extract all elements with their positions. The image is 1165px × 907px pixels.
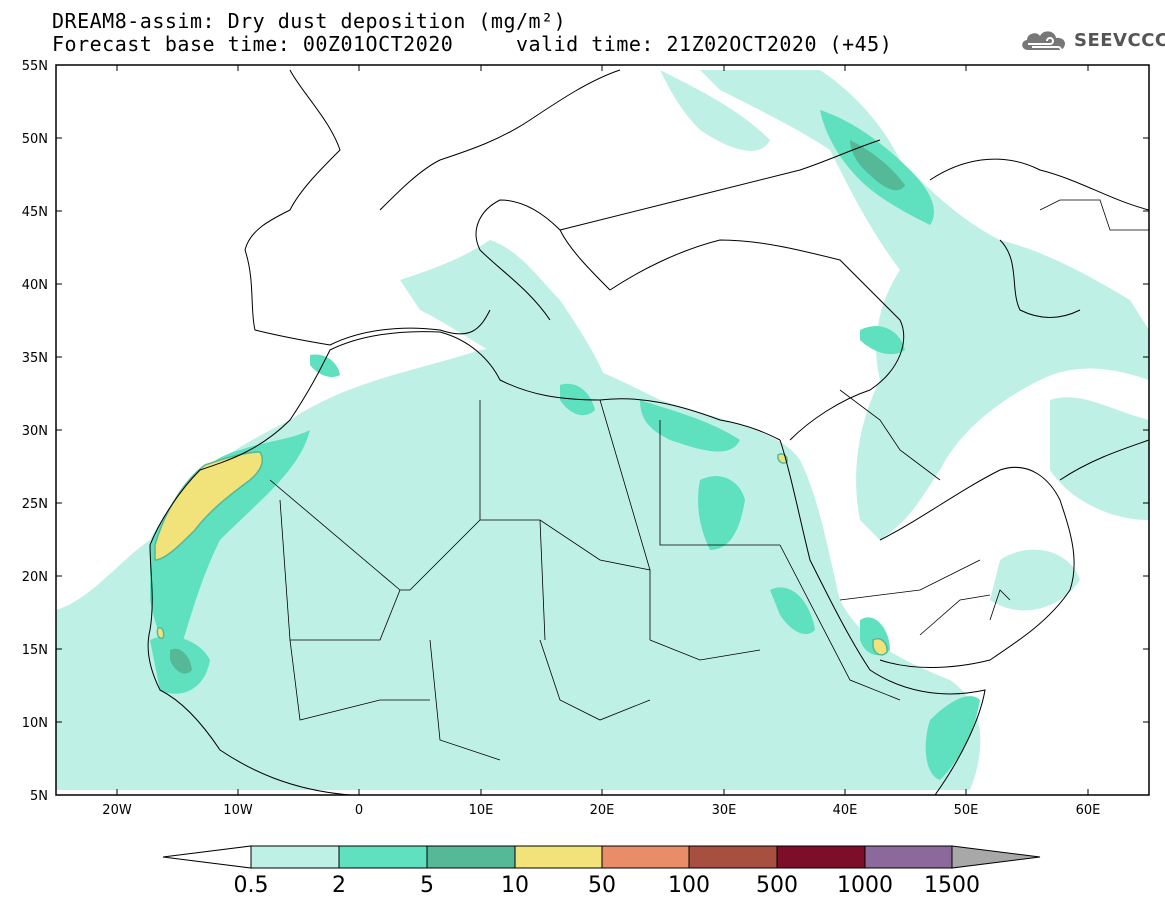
lon-tick-label: 50E — [954, 803, 979, 818]
lat-tick-label: 50N — [22, 132, 48, 147]
lat-tick-label: 5N — [30, 789, 48, 804]
seevccc-logo: SEEVCCC — [1018, 26, 1165, 54]
lat-tick-label: 20N — [22, 570, 48, 585]
dust-layer-high — [170, 140, 905, 674]
colorbar-swatch — [601, 845, 690, 869]
colorbar — [162, 845, 1041, 869]
colorbar-swatch — [338, 845, 428, 869]
axis-ticks — [56, 64, 1149, 795]
colorbar-label: 5 — [420, 873, 434, 898]
colorbar-labels: 0.5 2 5 10 50 100 500 1000 1500 — [234, 873, 981, 898]
colorbar-high-arrow — [951, 845, 1041, 869]
lon-tick-label: 20W — [102, 803, 132, 818]
colorbar-swatch — [688, 845, 778, 869]
lat-tick-label: 55N — [22, 59, 48, 74]
lat-tick-label: 40N — [22, 278, 48, 293]
lon-tick-label: 30E — [712, 803, 737, 818]
colorbar-label: 1000 — [837, 873, 893, 898]
lon-tick-label: 10W — [223, 803, 253, 818]
colorbar-label: 50 — [588, 873, 616, 898]
map-title: DREAM8-assim: Dry dust deposition (mg/m²… — [52, 9, 567, 33]
lon-tick-labels: 20W 10W 0 10E 20E 30E 40E 50E 60E — [102, 803, 1100, 818]
lat-tick-label: 45N — [22, 205, 48, 220]
lon-tick-label: 20E — [590, 803, 615, 818]
colorbar-swatch — [776, 845, 866, 869]
colorbar-label: 1500 — [924, 873, 980, 898]
lat-tick-labels: 55N 50N 45N 40N 35N 30N 25N 20N 15N 10N … — [22, 59, 48, 804]
coastlines — [147, 69, 1149, 795]
colorbar-label: 100 — [668, 873, 710, 898]
cloud-icon — [1022, 31, 1066, 54]
colorbar-swatch — [250, 845, 340, 869]
colorbar-label: 500 — [756, 873, 798, 898]
colorbar-swatch — [514, 845, 603, 869]
colorbar-swatch — [426, 845, 516, 869]
lon-tick-label: 60E — [1076, 803, 1101, 818]
map-subtitle: Forecast base time: 00Z01OCT2020 valid t… — [52, 32, 893, 56]
country-borders — [269, 199, 1149, 761]
colorbar-swatch — [864, 845, 953, 869]
lon-tick-label: 10E — [469, 803, 494, 818]
dust-layer-peak — [154, 451, 888, 656]
logo-text: SEEVCCC — [1074, 29, 1165, 51]
lon-tick-label: 40E — [833, 803, 858, 818]
lat-tick-label: 25N — [22, 497, 48, 512]
lat-tick-label: 10N — [22, 716, 48, 731]
lon-tick-label: 0 — [355, 803, 363, 818]
dust-layer-light — [56, 70, 1149, 790]
lat-tick-label: 30N — [22, 424, 48, 439]
lat-tick-label: 15N — [22, 643, 48, 658]
colorbar-label: 0.5 — [234, 873, 269, 898]
colorbar-label: 2 — [332, 873, 346, 898]
colorbar-label: 10 — [501, 873, 529, 898]
dust-field — [56, 69, 1149, 795]
colorbar-low-arrow — [162, 845, 252, 869]
lat-tick-label: 35N — [22, 351, 48, 366]
